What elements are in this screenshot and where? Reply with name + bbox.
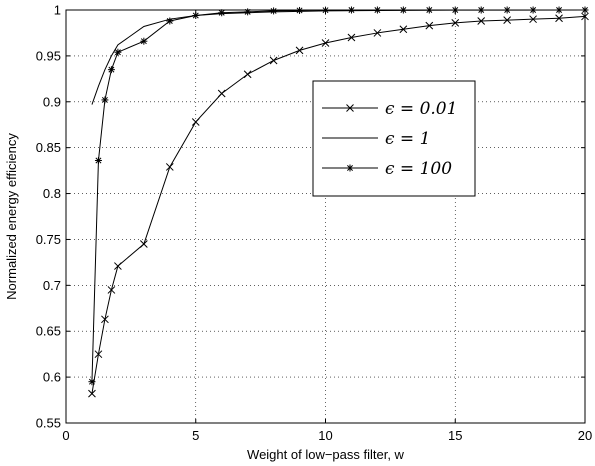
data-point <box>322 6 329 14</box>
data-point <box>139 240 148 248</box>
data-point <box>101 315 109 324</box>
data-point <box>270 7 278 15</box>
data-point <box>555 14 563 23</box>
data-point <box>165 163 174 171</box>
x-tick-label: 20 <box>578 428 592 443</box>
data-point <box>114 262 122 270</box>
y-tick-label: 0.8 <box>43 186 61 201</box>
legend-marker <box>346 164 354 172</box>
data-point <box>243 70 252 79</box>
plot-area-frame <box>65 9 586 424</box>
legend-item: ϵ = 0.01 <box>322 99 457 119</box>
data-point <box>296 6 304 14</box>
data-point <box>451 18 460 27</box>
data-point <box>503 6 511 14</box>
y-axis-label: Normalized energy efficiency <box>4 133 19 300</box>
legend-label: ϵ = 100 <box>385 159 452 179</box>
data-point <box>425 21 434 30</box>
y-tick-label: 1 <box>54 3 61 18</box>
data-point <box>244 8 252 16</box>
data-point <box>218 9 226 17</box>
series-layer <box>88 6 589 398</box>
data-point <box>101 96 109 104</box>
y-tick-label: 0.85 <box>36 140 61 155</box>
series-3 <box>88 6 589 386</box>
data-point <box>107 66 115 74</box>
data-point <box>347 33 356 42</box>
data-point <box>114 48 122 56</box>
data-point <box>425 6 433 14</box>
x-tick-label: 0 <box>62 428 69 443</box>
data-point <box>295 46 304 55</box>
data-point <box>581 12 589 21</box>
y-tick-label: 0.75 <box>36 232 61 247</box>
y-tick-label: 0.9 <box>43 94 61 109</box>
data-point <box>581 6 589 14</box>
data-point <box>217 89 226 98</box>
y-tick-label: 0.6 <box>43 370 61 385</box>
data-point <box>347 6 355 14</box>
data-point <box>399 25 408 34</box>
data-point <box>477 6 485 14</box>
data-point <box>269 56 278 65</box>
data-point <box>373 29 382 37</box>
data-point <box>88 378 96 386</box>
data-point <box>88 389 96 398</box>
legend-item: ϵ = 100 <box>322 159 452 179</box>
data-point <box>477 17 486 25</box>
data-point <box>555 6 563 14</box>
data-point <box>503 16 512 24</box>
x-tick-label: 10 <box>318 428 332 443</box>
legend-label: ϵ = 1 <box>385 129 430 149</box>
data-point <box>529 6 537 14</box>
data-point <box>529 15 537 24</box>
legend: ϵ = 0.01 ϵ = 1 ϵ = 100 <box>312 80 476 197</box>
x-tick-label: 5 <box>192 428 199 443</box>
y-tick-label: 0.55 <box>36 416 61 431</box>
data-point <box>107 286 116 294</box>
data-point <box>94 350 103 359</box>
axis-ticks: 0 5 10 15 20 0.55 0.6 0.65 0.7 0.75 0.8 0.85 0.9 0.95… <box>36 3 593 444</box>
x-axis-label: Weight of low−pass filter, w <box>247 447 405 462</box>
data-point <box>94 157 102 165</box>
series-1 <box>88 12 589 398</box>
data-point <box>451 6 459 14</box>
x-tick-label: 15 <box>448 428 462 443</box>
data-point <box>192 12 200 20</box>
legend-label: ϵ = 0.01 <box>385 99 457 119</box>
legend-marker <box>346 104 354 112</box>
series-line <box>91 15 586 394</box>
data-point <box>321 39 330 47</box>
data-point <box>140 37 148 45</box>
data-point <box>191 118 200 126</box>
y-tick-label: 0.7 <box>43 278 61 293</box>
y-tick-label: 0.65 <box>36 324 61 339</box>
data-point <box>399 6 407 14</box>
grid <box>66 10 585 423</box>
y-tick-label: 0.95 <box>36 48 61 63</box>
legend-item: ϵ = 1 <box>322 129 430 149</box>
data-point <box>373 6 381 14</box>
data-point <box>166 17 174 25</box>
